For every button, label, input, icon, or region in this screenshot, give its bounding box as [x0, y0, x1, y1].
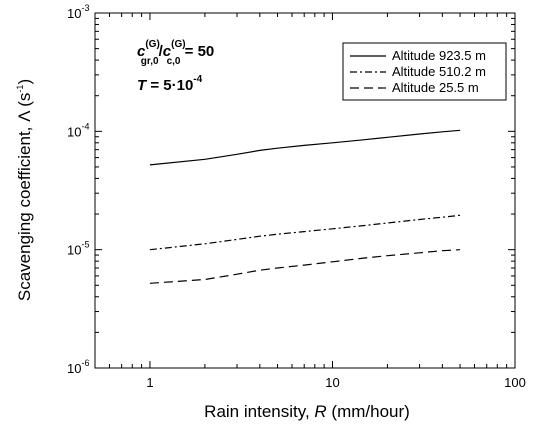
x-tick-label: 1	[146, 375, 153, 390]
series-lines	[149, 129, 461, 284]
legend-label-2: Altitude 510.2 m	[392, 64, 486, 79]
x-axis-title: Rain intensity, R (mm/hour)	[204, 402, 410, 421]
annotation-temperature: T = 5·10-4	[137, 74, 203, 94]
series-line-3	[149, 249, 461, 284]
legend-label-1: Altitude 923.5 m	[392, 48, 486, 63]
y-axis-title: Scavenging coefficient, Λ (s-1)	[15, 79, 34, 301]
y-tick-labels: 10-6 10-5 10-4 10-3	[67, 3, 89, 376]
legend-label-3: Altitude 25.5 m	[392, 80, 479, 95]
series-line-2	[149, 214, 461, 251]
annotation-ratio: c(G) gr,0/c(G) c,0 = 50	[137, 39, 214, 67]
x-tick-label: 100	[504, 375, 526, 390]
y-tick-label: 10-4	[67, 121, 89, 139]
y-tick-label: 10-5	[67, 240, 89, 258]
x-tick-labels: 1 10 100	[146, 375, 526, 390]
plot-frame	[94, 12, 516, 369]
x-tick-label: 10	[325, 375, 339, 390]
axis-ticks	[94, 12, 516, 369]
series-line-1	[149, 129, 461, 166]
y-tick-label: 10-3	[67, 3, 89, 21]
y-tick-label: 10-6	[67, 358, 89, 376]
